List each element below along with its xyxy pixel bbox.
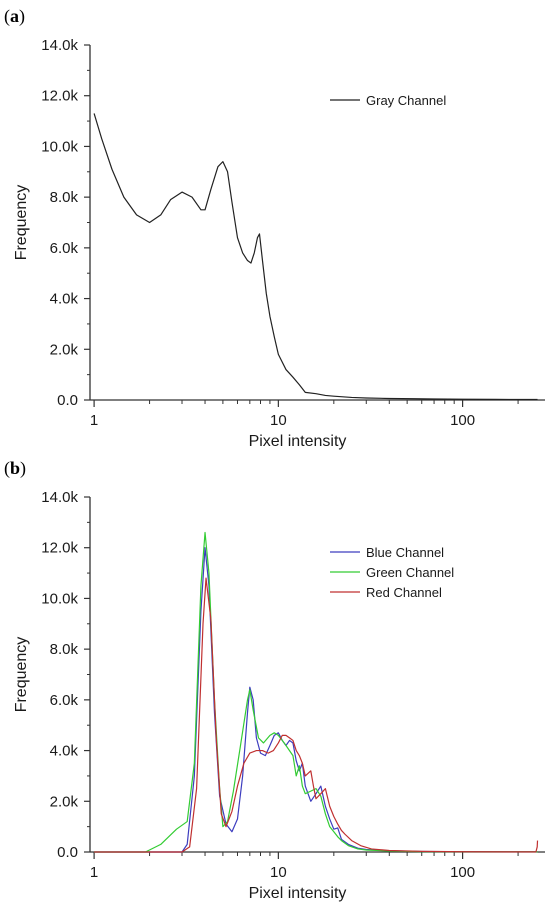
y-tick-label: 4.0k [50,743,79,760]
x-tick-label: 10 [270,864,287,881]
series-line-green-channel [94,531,538,853]
x-tick-label: 1 [90,864,98,881]
y-tick-label: 10.0k [41,138,78,155]
y-tick-label: 10.0k [41,590,78,607]
series-line-gray-channel [93,113,538,401]
y-axis-title: Frequency [13,185,30,261]
x-axis-title: Pixel intensity [249,885,347,902]
y-tick-label: 2.0k [50,341,79,358]
x-axis-title: Pixel intensity [249,433,347,450]
y-tick-label: 4.0k [50,291,79,308]
y-axis-title: Frequency [13,637,30,713]
legend-label: Blue Channel [366,545,444,560]
chart-panel-b: (b) 0.0 2.0k 4.0k 6.0k 8.0k 10.0k 12.0k 14.0k 1 10… [0,452,550,904]
legend-label: Gray Channel [366,93,446,108]
legend-label: Red Channel [366,585,442,600]
panel-label: (a) [4,6,25,27]
chart-panel-a: (a) 0.0 2.0k 4.0k 6.0k 8.0k 10.0k 12.0k 14.0k 1 10… [4,6,545,450]
x-tick-label: 10 [270,412,287,429]
rgb-histogram-chart: (b) 0.0 2.0k 4.0k 6.0k 8.0k 10.0k 12.0k 14.0k 1 10… [4,458,545,902]
y-tick-label: 0.0 [57,844,78,861]
y-tick-label: 12.0k [41,88,78,105]
y-tick-label: 12.0k [41,540,78,557]
x-tick-label: 100 [450,864,475,881]
series-line-blue-channel [94,547,538,853]
y-tick-label: 6.0k [50,692,79,709]
y-tick-label: 14.0k [41,489,78,506]
x-tick-label: 100 [450,412,475,429]
gray-histogram-chart: (a) 0.0 2.0k 4.0k 6.0k 8.0k 10.0k 12.0k 14.0k 1 10… [4,6,545,450]
x-tick-label: 1 [90,412,98,429]
y-tick-label: 14.0k [41,37,78,54]
series-line-red-channel [94,577,539,853]
legend-label: Green Channel [366,565,454,580]
y-tick-label: 0.0 [57,392,78,409]
panel-label: (b) [4,458,26,479]
y-tick-label: 8.0k [50,641,79,658]
y-tick-label: 6.0k [50,240,79,257]
y-tick-label: 8.0k [50,189,79,206]
y-tick-label: 2.0k [50,793,79,810]
